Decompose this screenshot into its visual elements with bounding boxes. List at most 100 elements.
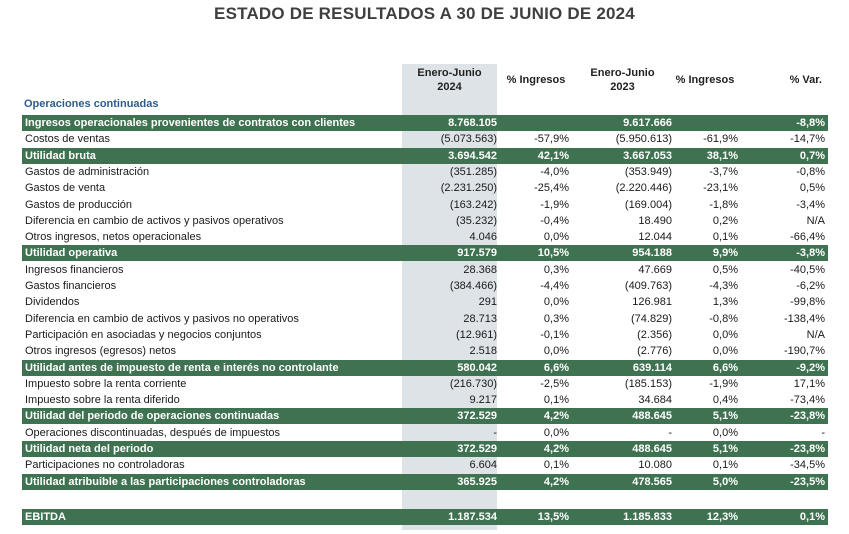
header-period-2024: Enero-Junio 2024 — [402, 66, 497, 94]
pct-2023: 0,0% — [712, 427, 738, 439]
variation: N/A — [806, 215, 825, 227]
pct-2024: 0,0% — [543, 345, 569, 357]
pct-2024: 13,5% — [537, 511, 569, 523]
row-label: Utilidad neta del periodo — [25, 443, 154, 455]
value-2023: 9.617.666 — [623, 117, 672, 129]
value-2024: (35.232) — [456, 215, 497, 227]
variation: N/A — [806, 329, 825, 341]
pct-2024: 0,1% — [543, 459, 569, 471]
header-period-2024-line2: 2024 — [437, 81, 462, 93]
table-row: EBITDA 1.187.534 13,5% 1.185.833 12,3% 0,1% — [22, 509, 828, 525]
value-2024: (351.285) — [449, 166, 497, 178]
pct-2024: -0,1% — [540, 329, 569, 341]
table-row: Dividendos 291 0,0% 126.981 1,3% -99,8% — [22, 294, 828, 310]
pct-2024 — [497, 115, 569, 131]
value-2024: (2.231.250) — [440, 182, 497, 194]
table-row: Gastos de administración (351.285) -4,0% (3… — [22, 164, 828, 180]
pct-2024: 4,2% — [543, 443, 569, 455]
table-row: Gastos de producción (163.242) -1,9% (169.0… — [22, 197, 828, 213]
pct-2024: 0,1% — [543, 394, 569, 406]
table-row: Otros ingresos, netos operacionales 4.046… — [22, 229, 828, 245]
header-pct-2024: % Ingresos — [506, 74, 566, 86]
pct-2023: 0,5% — [712, 264, 738, 276]
row-label: Gastos de producción — [25, 199, 133, 211]
header-variation: % Var. — [789, 74, 822, 86]
value-2024: 4.046 — [469, 231, 497, 243]
value-2024: 6.604 — [469, 459, 497, 471]
pct-2023: 0,1% — [712, 231, 738, 243]
pct-2024: -57,9% — [534, 133, 569, 145]
pct-2024: -1,9% — [540, 199, 569, 211]
table-row: Participaciones no controladoras 6.604 0,1… — [22, 457, 828, 473]
variation: 0,1% — [799, 511, 825, 523]
row-label: Gastos de venta — [25, 182, 106, 194]
pct-2023: -0,8% — [709, 313, 738, 325]
pct-2023: -4,3% — [709, 280, 738, 292]
value-2023: 47.669 — [638, 264, 672, 276]
row-label: Impuesto sobre la renta diferido — [25, 394, 180, 406]
variation: -66,4% — [790, 231, 825, 243]
pct-2023: 0,0% — [712, 345, 738, 357]
value-2024: - — [493, 427, 497, 439]
pct-2024: -25,4% — [534, 182, 569, 194]
value-2023: (74.829) — [631, 313, 672, 325]
table-row: Utilidad atribuible a las participacione… — [22, 474, 828, 490]
variation: -3,4% — [796, 199, 825, 211]
value-2024: 28.368 — [463, 264, 497, 276]
pct-2023: 38,1% — [706, 150, 738, 162]
variation: 0,5% — [799, 182, 825, 194]
table-row: Impuesto sobre la renta diferido 9.217 0,1… — [22, 392, 828, 408]
value-2023: (2.220.446) — [615, 182, 672, 194]
row-label: Operaciones discontinuadas, después de i… — [25, 427, 280, 439]
header-pct-2023: % Ingresos — [675, 74, 735, 86]
variation: -34,5% — [790, 459, 825, 471]
value-2023: 10.080 — [638, 459, 672, 471]
row-label: EBITDA — [25, 511, 66, 523]
pct-2024: 0,0% — [543, 427, 569, 439]
pct-2024: 0,0% — [543, 231, 569, 243]
value-2024: (384.466) — [449, 280, 497, 292]
table-row: Utilidad operativa 917.579 10,5% 954.188 9,9… — [22, 245, 828, 261]
value-2024: (12.961) — [456, 329, 497, 341]
value-2023: 1.185.833 — [623, 511, 672, 523]
pct-2023: 0,2% — [712, 215, 738, 227]
row-label: Gastos de administración — [25, 166, 150, 178]
variation: 17,1% — [793, 378, 825, 390]
row-label: Otros ingresos, netos operacionales — [25, 231, 202, 243]
value-2024: 3.694.542 — [448, 150, 497, 162]
row-label: Utilidad atribuible a las participacione… — [25, 476, 306, 488]
value-2023: (169.004) — [624, 199, 672, 211]
header-period-2023-line2: 2023 — [610, 81, 635, 93]
pct-2023: 1,3% — [712, 296, 738, 308]
value-2023: (353.949) — [624, 166, 672, 178]
value-2023: (409.763) — [624, 280, 672, 292]
variation: -3,8% — [796, 247, 825, 259]
variation: - — [821, 427, 825, 439]
value-2024: 917.579 — [457, 247, 497, 259]
header-period-2023-line1: Enero-Junio — [590, 67, 655, 79]
table-row: Ingresos operacionales provenientes de c… — [22, 115, 828, 131]
value-2024: 372.529 — [457, 443, 497, 455]
value-2024: 28.713 — [463, 313, 497, 325]
pct-2023: 6,6% — [712, 362, 738, 374]
header-period-2023: Enero-Junio 2023 — [575, 66, 670, 94]
pct-2023: 5,1% — [712, 410, 738, 422]
value-2023: (2.356) — [637, 329, 672, 341]
table-row: Ingresos financieros 28.368 0,3% 47.669 0,5%… — [22, 262, 828, 278]
pct-2023: -3,7% — [709, 166, 738, 178]
pct-2024: -2,5% — [540, 378, 569, 390]
pct-2023: 0,1% — [712, 459, 738, 471]
row-label: Otros ingresos (egresos) netos — [25, 345, 177, 357]
table-row: Impuesto sobre la renta corriente (216.73… — [22, 376, 828, 392]
variation: -8,8% — [796, 117, 825, 129]
table-row: Operaciones discontinuadas, después de i… — [22, 425, 828, 441]
row-label: Utilidad bruta — [25, 150, 96, 162]
pct-2023: 5,0% — [712, 476, 738, 488]
table-row: Costos de ventas (5.073.563) -57,9% (5.950.… — [22, 131, 828, 147]
row-label: Participación en asociadas y negocios co… — [25, 329, 262, 341]
variation: -23,8% — [790, 410, 825, 422]
table-row: Gastos financieros (384.466) -4,4% (409.763… — [22, 278, 828, 294]
pct-2024: 6,6% — [543, 362, 569, 374]
table-row: Diferencia en cambio de activos y pasivo… — [22, 311, 828, 327]
pct-2024: 4,2% — [543, 410, 569, 422]
